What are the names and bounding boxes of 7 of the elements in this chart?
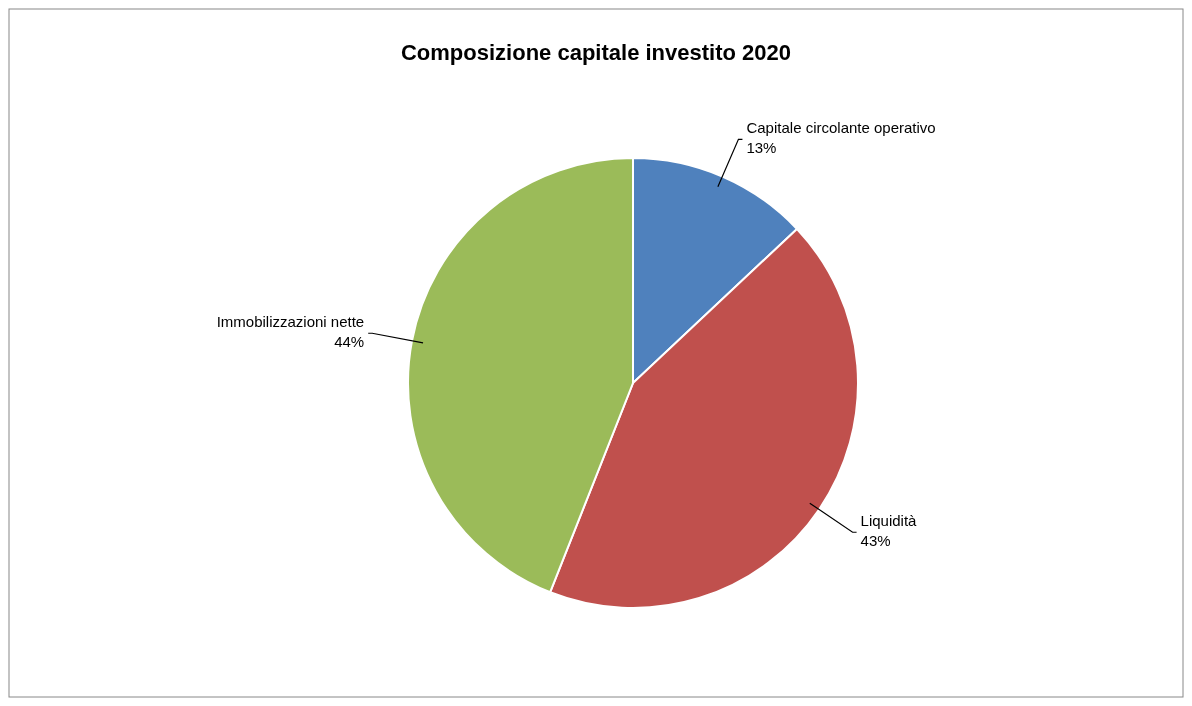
slice-label: Capitale circolante operativo (746, 119, 936, 137)
slice-label: Immobilizzazioni nette (216, 313, 365, 331)
slice-label: Liquidità (860, 512, 918, 530)
data-label: 13% (746, 139, 777, 157)
chart-title: Composizione capitale investito 2020 (400, 40, 792, 65)
data-label: 44% (334, 333, 365, 351)
data-label: 43% (860, 532, 891, 550)
